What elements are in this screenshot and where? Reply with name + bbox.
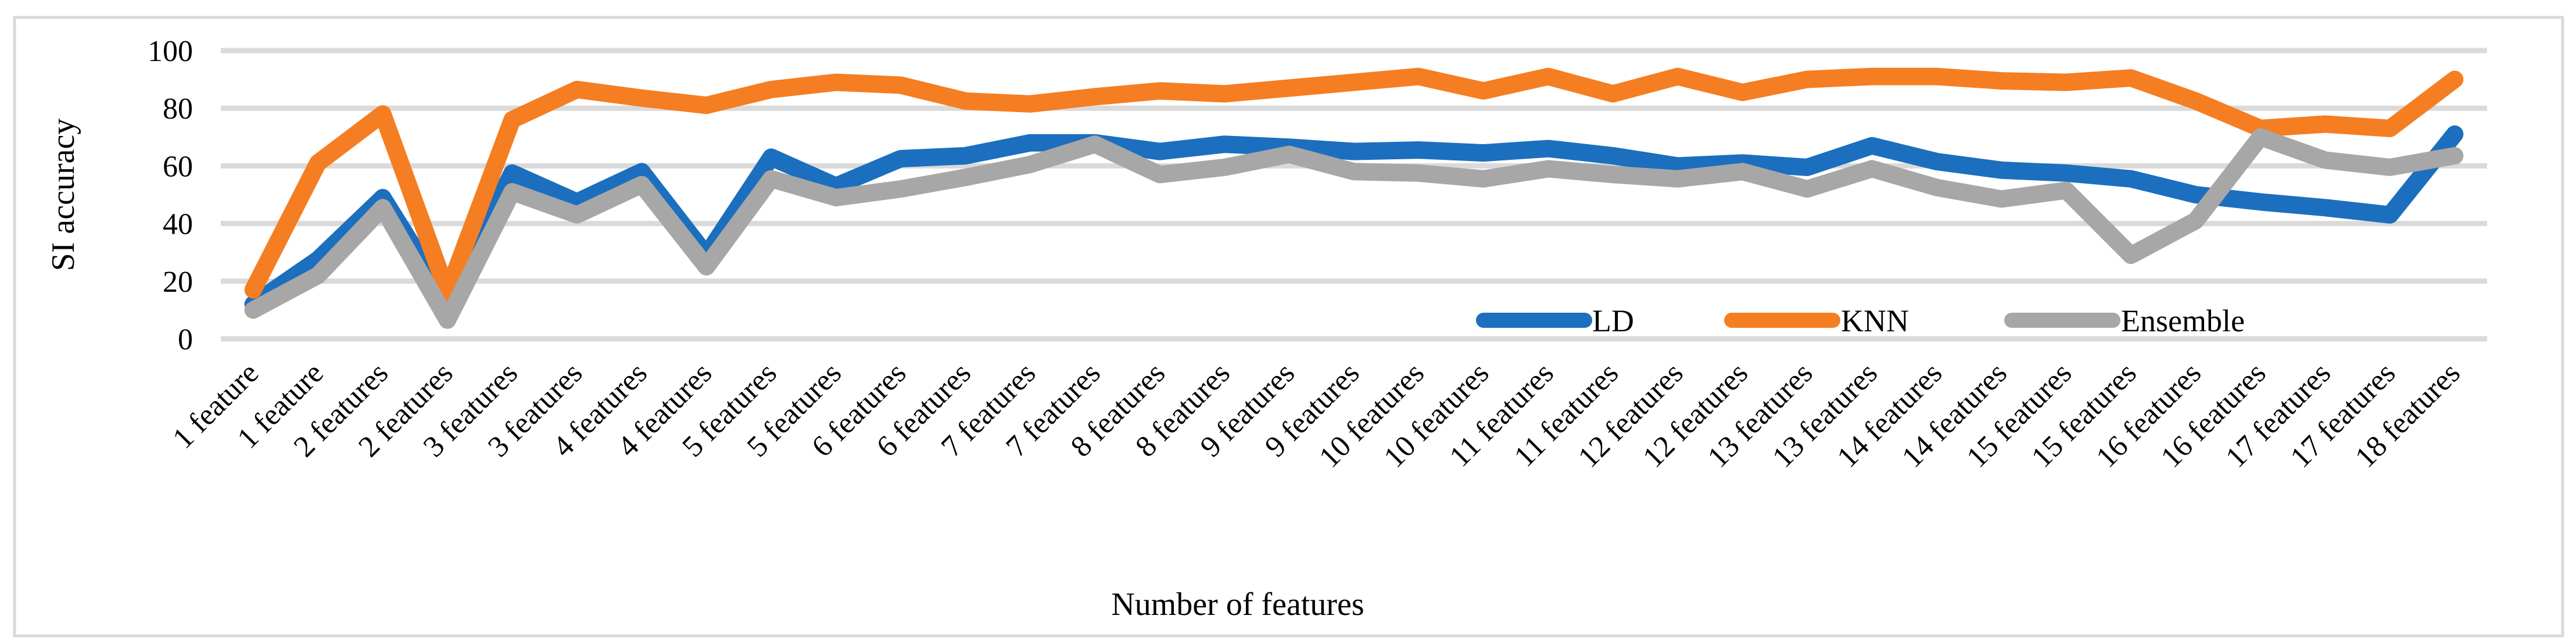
series-line-ld [244, 125, 2464, 313]
chart-border [13, 16, 2564, 638]
series-line-knn [244, 67, 2464, 302]
y-axis-title: SI accuracy [45, 119, 81, 271]
legend-item-knn: KNN [1724, 303, 1909, 338]
y-tick-label-0: 0 [178, 323, 193, 356]
y-tick-label-40: 40 [163, 208, 193, 241]
y-tick-label-100: 100 [148, 35, 193, 68]
y-tick-labels-layer: 0 20 40 60 80 100 [148, 35, 193, 356]
x-axis-title: Number of features [1111, 586, 1364, 622]
y-tick-label-20: 20 [163, 266, 193, 299]
legend: LD KNN Ensemble [1476, 303, 2245, 338]
legend-label-ld: LD [1592, 303, 1634, 338]
legend-item-ensemble: Ensemble [2004, 303, 2245, 338]
legend-item-ld: LD [1476, 303, 1634, 338]
series-line-ensemble [244, 128, 2464, 329]
series-lines-layer [244, 67, 2464, 329]
legend-label-knn: KNN [1841, 303, 1909, 338]
legend-label-ensemble: Ensemble [2121, 303, 2245, 338]
y-tick-label-80: 80 [163, 92, 193, 126]
y-tick-label-60: 60 [163, 150, 193, 183]
